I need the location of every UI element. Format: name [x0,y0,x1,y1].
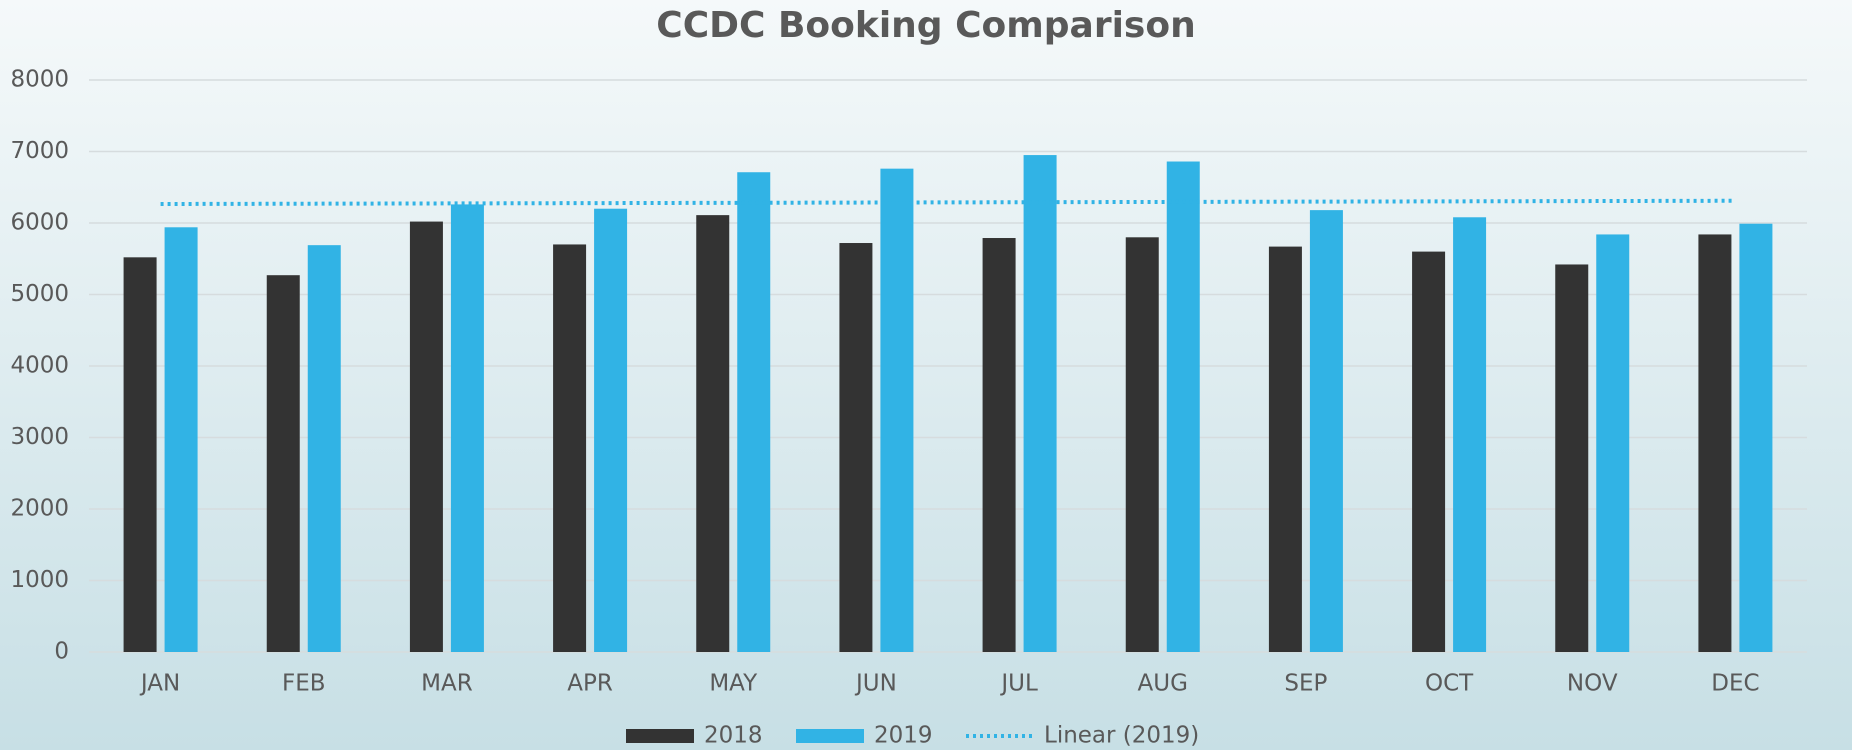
bar [1555,264,1589,652]
bar [307,245,341,653]
y-tick-label: 4000 [10,353,69,379]
bar [1268,246,1302,652]
legend-label: 2018 [704,723,763,749]
y-tick-label: 7000 [10,138,69,164]
legend-swatch [796,729,864,743]
bar [594,208,628,652]
bar [696,215,730,652]
bar [164,227,198,653]
y-tick-label: 0 [54,639,69,665]
x-tick-label: OCT [1425,671,1474,697]
legend-label: 2019 [874,723,933,749]
x-tick-label: JAN [139,671,180,697]
x-tick-label: MAR [421,671,473,697]
bar [1453,217,1487,652]
x-tick-label: FEB [282,671,326,697]
bar [1309,210,1343,652]
y-tick-label: 1000 [10,567,69,593]
bar [553,244,587,652]
bar [123,257,157,652]
bar [737,172,771,653]
legend-label: Linear (2019) [1044,723,1199,749]
bar [1023,155,1057,652]
bar [1739,223,1773,652]
bar [1596,234,1630,652]
bar [1166,161,1200,652]
bar [839,243,873,652]
x-tick-label: AUG [1138,671,1188,697]
y-tick-label: 8000 [10,67,69,93]
x-tick-label: SEP [1284,671,1327,697]
legend-swatch [626,729,694,743]
x-tick-label: DEC [1711,671,1759,697]
bar [1412,251,1446,652]
y-tick-label: 3000 [10,424,69,450]
x-tick-label: APR [567,671,613,697]
bar [880,168,914,652]
y-tick-label: 2000 [10,496,69,522]
y-tick-label: 5000 [10,281,69,307]
x-tick-label: NOV [1567,671,1618,697]
bar [1698,234,1732,652]
bar [266,275,300,652]
y-tick-label: 6000 [10,210,69,236]
bar [1125,237,1159,653]
chart-title: CCDC Booking Comparison [656,5,1195,46]
x-tick-label: JUN [854,671,897,697]
bar [982,238,1016,652]
x-tick-label: MAY [709,671,758,697]
bar [409,221,443,652]
x-tick-label: JUL [999,671,1038,697]
bar [450,204,484,652]
